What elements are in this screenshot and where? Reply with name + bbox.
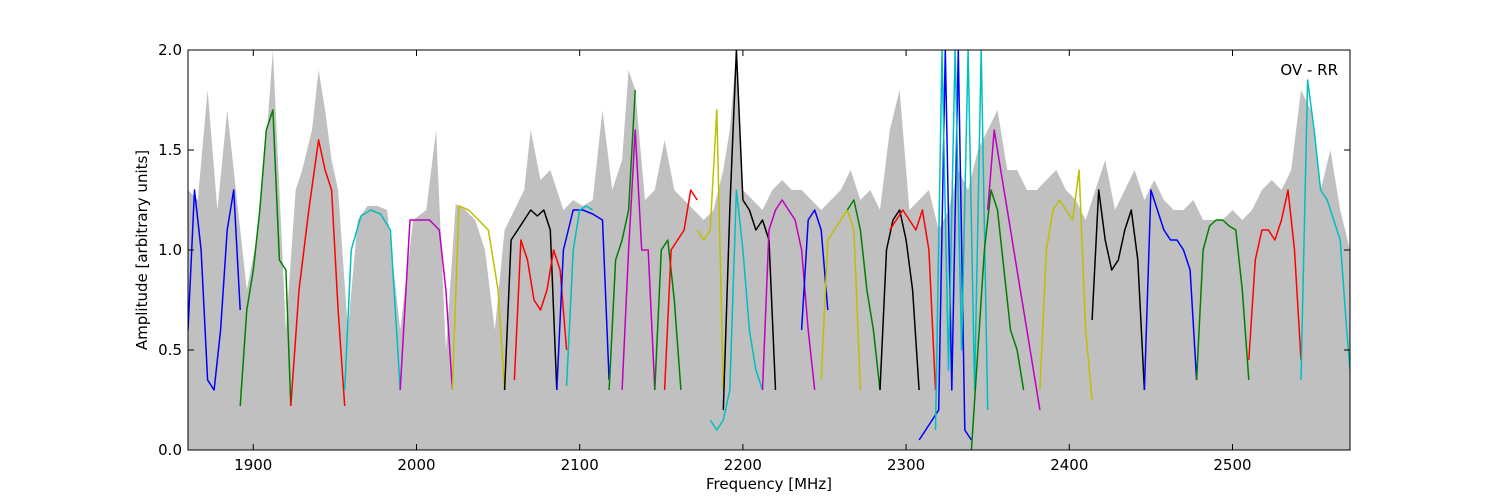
series-line-16 xyxy=(709,189,764,431)
series-line-29 xyxy=(1091,189,1146,391)
series-line-21 xyxy=(846,199,881,391)
series-line-1 xyxy=(188,189,241,391)
series-line-3 xyxy=(290,139,346,407)
series-line-22 xyxy=(879,209,920,391)
series-line-9 xyxy=(556,209,610,391)
series-line-14 xyxy=(663,189,698,391)
series-line-4 xyxy=(343,209,401,391)
series-line-33 xyxy=(1300,79,1350,381)
series-line-32 xyxy=(1248,189,1302,361)
series-line-8 xyxy=(513,239,568,381)
y-tick-label: 0.0 xyxy=(158,441,182,459)
plot-area xyxy=(188,50,1350,450)
y-axis-label: Amplitude [arbitrary units] xyxy=(133,150,151,350)
series-line-15 xyxy=(696,109,725,391)
series-line-13 xyxy=(654,239,682,391)
x-tick-label: 2200 xyxy=(724,456,762,474)
series-line-12 xyxy=(621,129,656,391)
series-line-26 xyxy=(970,189,1025,450)
x-tick-label: 2100 xyxy=(561,456,599,474)
series-line-18 xyxy=(761,199,816,391)
y-tick-label: 2.0 xyxy=(158,41,182,59)
x-tick-label: 2300 xyxy=(887,456,925,474)
series-line-7 xyxy=(503,209,558,391)
series-line-11 xyxy=(608,89,636,391)
series-line-20 xyxy=(820,209,862,391)
series-line-25 xyxy=(934,50,989,431)
chart-annotation: OV - RR xyxy=(1280,61,1338,79)
y-tick-label: 1.5 xyxy=(158,141,182,159)
series-line-5 xyxy=(399,219,454,391)
x-tick-label: 2000 xyxy=(397,456,435,474)
x-tick-label: 2500 xyxy=(1213,456,1251,474)
series-line-31 xyxy=(1195,219,1250,381)
series-line-6 xyxy=(451,205,506,391)
x-tick-label: 2400 xyxy=(1050,456,1088,474)
x-axis-label: Frequency [MHz] xyxy=(706,475,832,493)
axis-ticks: 1900 2000 2100 2200 2300 2400 2500 0.0 0.5 1.0 1.5… xyxy=(158,41,1350,474)
series-line-27 xyxy=(986,129,1041,411)
series-line-23 xyxy=(889,209,937,391)
series-line-30 xyxy=(1143,189,1198,391)
series-line-17 xyxy=(722,50,777,411)
series-line-2 xyxy=(239,109,292,407)
series-line-28 xyxy=(1039,169,1093,401)
series-line-10 xyxy=(565,205,594,387)
x-tick-label: 1900 xyxy=(234,456,272,474)
series-line-19 xyxy=(800,209,829,331)
y-tick-label: 0.5 xyxy=(158,341,182,359)
y-tick-label: 1.0 xyxy=(158,241,182,259)
